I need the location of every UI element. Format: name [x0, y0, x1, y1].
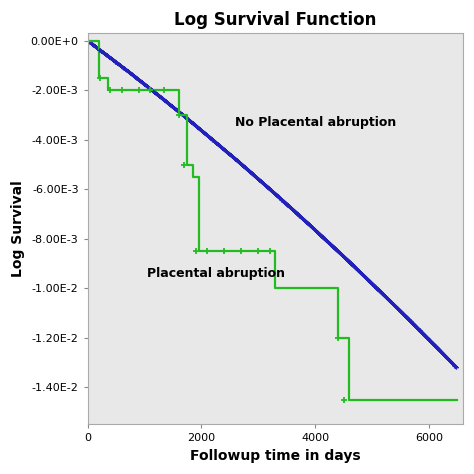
Text: Placental abruption: Placental abruption: [147, 267, 285, 280]
Title: Log Survival Function: Log Survival Function: [174, 11, 376, 29]
X-axis label: Followup time in days: Followup time in days: [190, 449, 361, 463]
Y-axis label: Log Survival: Log Survival: [11, 181, 25, 277]
Text: No Placental abruption: No Placental abruption: [236, 116, 397, 129]
